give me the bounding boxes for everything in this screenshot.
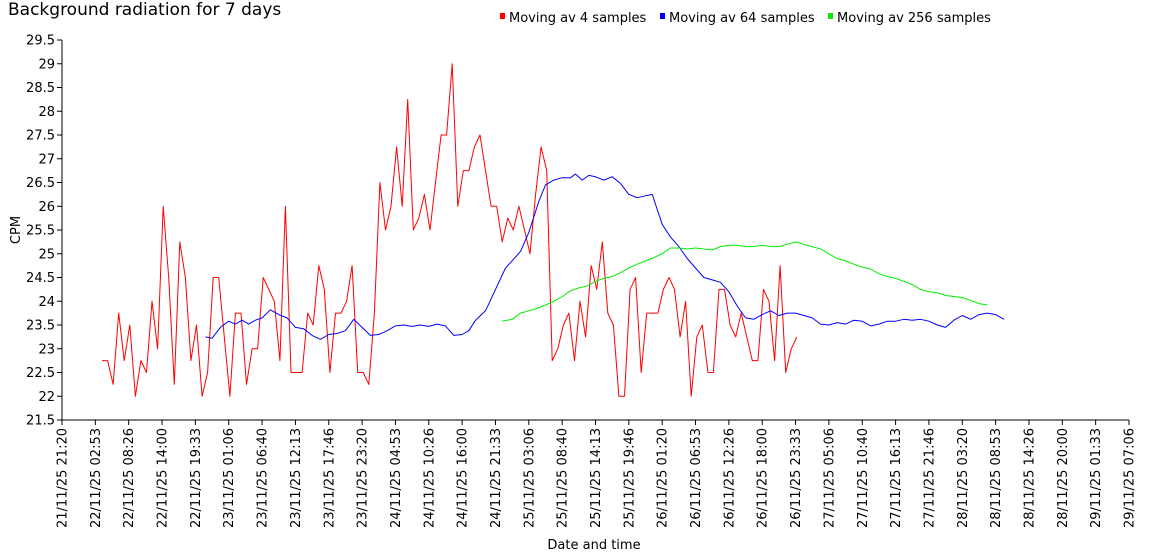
y-tick-label: 23 (38, 342, 55, 357)
y-axis-label: CPM (9, 216, 24, 244)
x-tick-label: 27/11/25 16:13 (889, 428, 904, 528)
series-line-2 (205, 173, 1005, 340)
x-tick-label: 23/11/25 17:46 (322, 428, 337, 528)
x-tick-label: 24/11/25 04:53 (389, 428, 404, 528)
x-tick-label: 28/11/25 03:20 (956, 428, 971, 528)
x-tick-label: 22/11/25 19:33 (189, 428, 204, 528)
y-tick-label: 29 (38, 57, 55, 72)
y-tick-label: 27 (38, 152, 55, 167)
y-axis: 21.5 22 22.5 23 23.5 24 24.5 25 25.5 26 26.5 27 27.5… (26, 34, 63, 429)
x-tick-label: 25/11/25 14:13 (589, 428, 604, 528)
x-tick-label: 24/11/25 21:33 (489, 428, 504, 528)
y-tick-label: 26.5 (26, 176, 55, 191)
x-tick-label: 28/11/25 14:26 (1022, 428, 1037, 528)
y-tick-label: 23.5 (26, 319, 55, 334)
y-tick-label: 24.5 (26, 271, 55, 286)
x-tick-label: 22/11/25 14:00 (156, 428, 171, 528)
y-tick-label: 25.5 (26, 224, 55, 239)
x-axis-label: Date and time (547, 538, 640, 553)
x-tick-label: 29/11/25 07:06 (1123, 428, 1138, 528)
x-tick-label: 28/11/25 08:53 (989, 428, 1004, 528)
y-tick-label: 22.5 (26, 366, 55, 381)
x-tick-label: 23/11/25 01:06 (222, 428, 237, 528)
y-tick-label: 28.5 (26, 81, 55, 96)
y-tick-label: 25 (38, 247, 55, 262)
series-layer (102, 63, 1005, 397)
x-tick-label: 25/11/25 19:46 (622, 428, 637, 528)
x-tick-label: 25/11/25 03:06 (522, 428, 537, 528)
x-tick-label: 23/11/25 06:40 (256, 428, 271, 528)
x-tick-label: 27/11/25 21:46 (922, 428, 937, 528)
x-tick-label: 22/11/25 02:53 (89, 428, 104, 528)
chart-legend: Moving av 4 samples Moving av 64 samples M… (500, 11, 991, 26)
chart-title: Background radiation for 7 days (8, 0, 281, 20)
x-tick-label: 27/11/25 10:40 (856, 428, 871, 528)
y-tick-label: 29.5 (26, 34, 55, 49)
x-tick-label: 24/11/25 16:00 (456, 428, 471, 528)
x-tick-label: 28/11/25 20:00 (1056, 428, 1071, 528)
series-line-1 (102, 63, 798, 397)
y-tick-label: 28 (38, 105, 55, 120)
x-tick-label: 21/11/25 21:20 (56, 428, 71, 528)
legend-entry: Moving av 256 samples (837, 11, 991, 26)
y-tick-label: 22 (38, 390, 55, 405)
x-tick-label: 26/11/25 12:26 (722, 428, 737, 528)
legend-swatch (500, 13, 505, 19)
x-tick-label: 26/11/25 23:33 (789, 428, 804, 528)
x-tick-label: 26/11/25 18:00 (756, 428, 771, 528)
x-tick-label: 27/11/25 05:06 (822, 428, 837, 528)
x-tick-label: 29/11/25 01:33 (1089, 428, 1104, 528)
series-line-3 (502, 241, 988, 322)
x-tick-label: 23/11/25 12:13 (289, 428, 304, 528)
y-tick-label: 27.5 (26, 129, 55, 144)
legend-entry: Moving av 4 samples (509, 11, 647, 26)
x-tick-label: 23/11/25 23:20 (356, 428, 371, 528)
x-axis: 21/11/25 21:20 22/11/25 02:53 22/11/25 08:… (56, 419, 1138, 528)
x-tick-label: 24/11/25 10:26 (422, 428, 437, 528)
y-tick-label: 21.5 (26, 414, 55, 429)
x-tick-label: 25/11/25 08:40 (556, 428, 571, 528)
x-tick-label: 22/11/25 08:26 (122, 428, 137, 528)
y-tick-label: 26 (38, 200, 55, 215)
y-tick-label: 24 (38, 295, 55, 310)
x-tick-label: 26/11/25 01:20 (656, 428, 671, 528)
x-tick-label: 26/11/25 06:53 (689, 428, 704, 528)
legend-swatch (828, 13, 833, 19)
legend-swatch (660, 13, 665, 19)
legend-entry: Moving av 64 samples (669, 11, 815, 26)
